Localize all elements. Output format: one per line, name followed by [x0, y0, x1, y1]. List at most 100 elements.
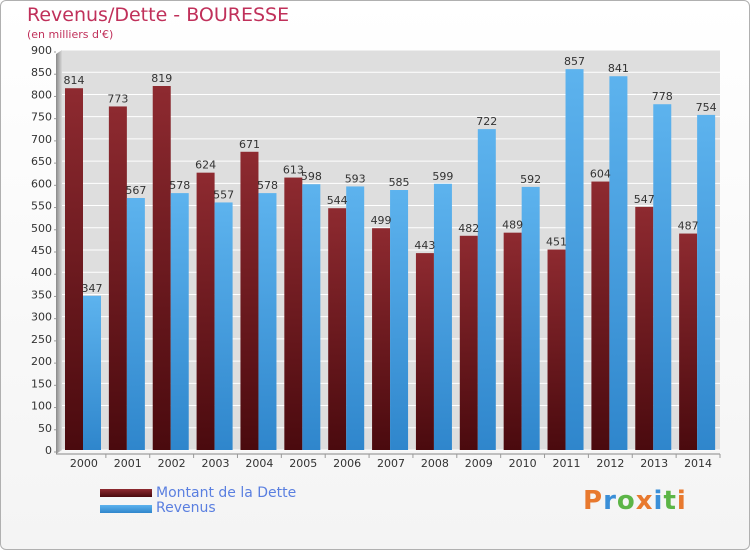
x-tick-label: 2001: [114, 457, 142, 470]
bar-dette: [459, 235, 478, 450]
data-label-revenus: 578: [257, 179, 278, 192]
x-tick-label: 2009: [465, 457, 493, 470]
bar-revenus: [302, 184, 321, 450]
logo-letter: i: [676, 486, 687, 516]
x-tick-label: 2006: [333, 457, 361, 470]
data-label-revenus: 578: [169, 179, 190, 192]
data-label-dette: 773: [107, 92, 128, 105]
data-label-dette: 544: [327, 194, 348, 207]
y-tick-label: 350: [31, 288, 52, 301]
y-tick-label: 850: [31, 66, 52, 79]
bar-dette: [152, 86, 171, 450]
y-tick-label: 250: [31, 333, 52, 346]
data-label-revenus: 599: [432, 170, 453, 183]
logo-letter: P: [583, 486, 604, 516]
bar-revenus: [609, 76, 628, 450]
bar-revenus: [170, 193, 189, 450]
data-label-dette: 443: [414, 239, 435, 252]
legend-swatch-revenus: [100, 505, 152, 513]
data-label-revenus: 347: [82, 282, 103, 295]
bar-revenus: [126, 198, 145, 450]
y-tick-label: 50: [38, 422, 52, 435]
bar-dette: [635, 206, 654, 450]
data-label-dette: 819: [151, 72, 172, 85]
data-label-revenus: 585: [389, 176, 410, 189]
y-tick-label: 600: [31, 177, 52, 190]
x-tick-label: 2003: [202, 457, 230, 470]
bar-dette: [415, 253, 434, 450]
data-label-dette: 489: [502, 219, 523, 232]
bar-revenus: [214, 202, 233, 450]
data-label-dette: 671: [239, 138, 260, 151]
x-tick-label: 2012: [596, 457, 624, 470]
bar-revenus: [390, 190, 409, 450]
bar-revenus: [653, 104, 672, 450]
bar-revenus: [697, 114, 716, 450]
bar-dette: [328, 208, 347, 450]
y-tick-label: 800: [31, 88, 52, 101]
bar-dette: [591, 181, 610, 451]
logo-letter: i: [653, 486, 664, 516]
x-tick-label: 2000: [70, 457, 98, 470]
data-label-dette: 547: [634, 193, 655, 206]
data-label-revenus: 567: [125, 184, 146, 197]
x-tick-label: 2008: [421, 457, 449, 470]
y-tick-label: 200: [31, 355, 52, 368]
y-tick-label: 100: [31, 400, 52, 413]
data-label-revenus: 592: [520, 173, 541, 186]
x-tick-label: 2004: [245, 457, 273, 470]
data-label-revenus: 722: [476, 115, 497, 128]
logo-letter: t: [663, 486, 677, 516]
bar-revenus: [477, 129, 496, 450]
bar-dette: [284, 177, 303, 451]
axes: 0 50 100 150 200 250 300 350 400 450 500 550 600 650 7…: [31, 44, 721, 470]
bars: [65, 69, 716, 451]
data-label-dette: 451: [546, 236, 567, 249]
data-label-dette: 499: [371, 214, 392, 227]
x-tick-label: 2005: [289, 457, 317, 470]
y-tick-label: 700: [31, 133, 52, 146]
data-label-dette: 624: [195, 159, 216, 172]
bar-dette: [108, 106, 127, 450]
y-tick-label: 650: [31, 155, 52, 168]
bar-dette: [679, 233, 698, 450]
data-label-dette: 487: [678, 220, 699, 233]
x-tick-label: 2011: [552, 457, 580, 470]
bar-revenus: [433, 183, 452, 450]
legend-label-revenus: Revenus: [156, 500, 216, 516]
bar-dette: [196, 172, 215, 450]
legend-swatch-debt: [100, 489, 152, 497]
bar-dette: [240, 151, 259, 450]
y-tick-label: 150: [31, 377, 52, 390]
bar-revenus: [346, 186, 365, 450]
y-tick-label: 400: [31, 266, 52, 279]
data-label-revenus: 754: [696, 101, 717, 114]
bar-dette: [372, 228, 391, 450]
proxiti-logo: Proxiti: [583, 486, 687, 516]
data-label-revenus: 841: [608, 62, 629, 75]
bar-dette: [65, 88, 83, 450]
data-label-revenus: 593: [345, 172, 366, 185]
chart-subtitle: (en milliers d'€): [27, 28, 114, 41]
data-label-dette: 482: [458, 222, 479, 235]
axis-wall: [56, 50, 62, 454]
y-tick-label: 500: [31, 222, 52, 235]
logo-letter: r: [603, 486, 617, 516]
data-label-revenus: 778: [652, 90, 673, 103]
x-tick-label: 2007: [377, 457, 405, 470]
bar-revenus: [258, 193, 277, 450]
bar-dette: [503, 232, 522, 450]
data-label-dette: 613: [283, 164, 304, 177]
bar-revenus: [521, 186, 540, 450]
bar-revenus: [83, 295, 101, 450]
chart-title: Revenus/Dette - BOURESSE: [27, 4, 290, 26]
x-tick-label: 2013: [640, 457, 668, 470]
y-tick-label: 900: [31, 44, 52, 57]
y-tick-label: 550: [31, 200, 52, 213]
data-label-dette: 814: [64, 74, 85, 87]
data-label-revenus: 557: [213, 188, 234, 201]
y-tick-label: 300: [31, 311, 52, 324]
y-tick-label: 750: [31, 111, 52, 124]
